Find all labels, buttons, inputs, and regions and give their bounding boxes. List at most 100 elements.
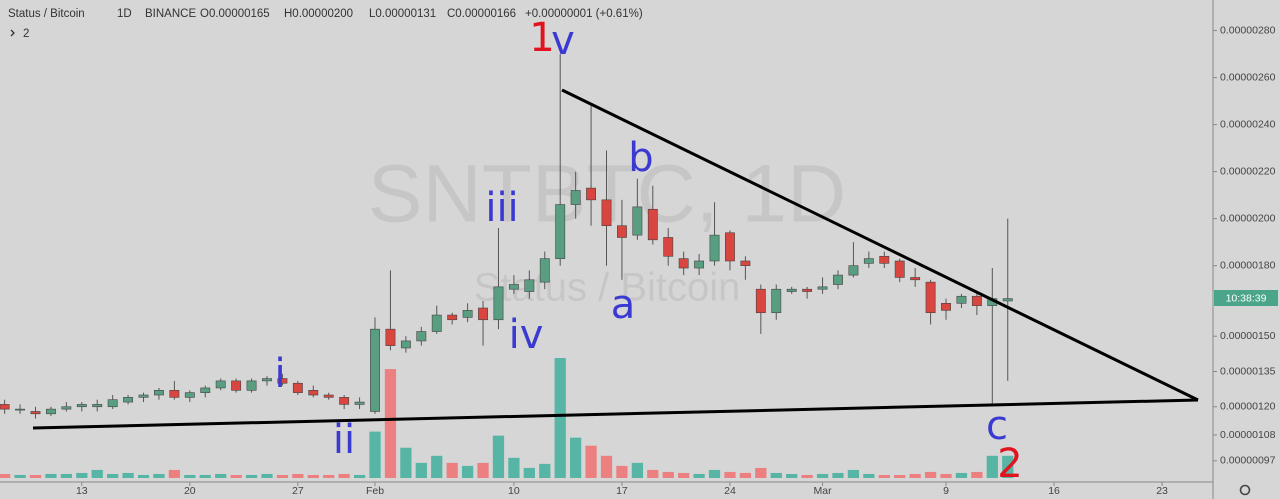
wave-label: iii <box>485 185 518 231</box>
candle-body <box>802 288 813 292</box>
volume-bar <box>76 472 88 478</box>
candle-body <box>647 208 658 241</box>
candle-body <box>539 258 550 283</box>
volume-bar <box>924 471 937 478</box>
x-tick-label: 24 <box>724 485 736 497</box>
x-tick-label: Feb <box>366 485 384 497</box>
volume-bar <box>353 474 366 478</box>
volume-bar <box>693 473 705 478</box>
candle-body <box>956 295 967 304</box>
volume-bar <box>369 431 381 478</box>
wave-label: a <box>611 282 636 328</box>
candle-body <box>771 288 782 314</box>
y-tick-label: 0.00000135 <box>1220 365 1276 377</box>
candle-body <box>246 380 257 391</box>
candle-body <box>709 234 720 262</box>
candle-body <box>76 404 87 408</box>
indicator-toggle[interactable] <box>10 29 15 37</box>
wave-label: iv <box>509 312 544 358</box>
candle-body <box>138 394 149 398</box>
candle-body <box>617 225 627 238</box>
volume-bar <box>477 462 489 478</box>
candle-body <box>971 295 982 306</box>
y-tick-label: 0.00000260 <box>1220 71 1276 83</box>
candle-body <box>493 286 504 321</box>
volume-bar <box>739 472 752 478</box>
x-tick-label: 9 <box>943 485 949 497</box>
volume-bar <box>107 473 119 478</box>
candle-body <box>447 314 458 321</box>
candle-body <box>910 277 921 281</box>
candle-body <box>941 303 951 311</box>
candle-body <box>231 380 242 391</box>
candle-body <box>370 328 380 412</box>
volume-bar <box>878 474 890 478</box>
volume-bar <box>847 469 860 478</box>
volume-bar <box>894 474 906 478</box>
volume-bar <box>770 472 782 478</box>
candle-body <box>678 258 689 269</box>
candle-body <box>863 258 874 264</box>
wave-label: ii <box>333 417 355 463</box>
candle-body <box>508 284 519 290</box>
trendline <box>32 398 1199 430</box>
settings-icon[interactable] <box>1239 484 1251 496</box>
x-tick-label: 20 <box>184 485 196 497</box>
candle-body <box>601 199 612 227</box>
y-tick-label: 0.00000097 <box>1220 455 1276 467</box>
candle-body <box>431 314 442 332</box>
x-tick-label: 16 <box>1048 485 1060 497</box>
candle-body <box>786 288 797 292</box>
volume-bar <box>0 473 11 478</box>
volume-bar <box>801 474 813 478</box>
candle-body <box>555 204 566 259</box>
volume-bar <box>662 471 674 478</box>
candle-body <box>123 397 134 403</box>
volume-bar <box>184 474 196 478</box>
candle-body <box>570 190 581 205</box>
volume-bar <box>323 474 335 478</box>
y-tick-label: 0.00000200 <box>1220 212 1276 224</box>
x-tick-label: Mar <box>814 485 833 497</box>
candle-body <box>292 382 303 393</box>
volume-bar <box>446 462 458 478</box>
candle-body <box>416 331 427 342</box>
candle-body <box>524 279 535 292</box>
legend-low: L0.00000131 <box>369 8 436 20</box>
y-tick-label: 0.00000180 <box>1220 259 1276 271</box>
candle-body <box>45 408 56 415</box>
candle-body <box>879 255 890 264</box>
indicator-count: 2 <box>23 28 29 40</box>
candle-body <box>107 399 118 408</box>
candle-body <box>894 260 905 278</box>
candle-body <box>262 378 272 382</box>
candle-body <box>1002 298 1013 302</box>
volume-bar <box>986 455 998 478</box>
legend-change: +0.00000001 (+0.61%) <box>525 8 643 20</box>
volume-bar <box>832 472 844 478</box>
candle-body <box>725 232 735 262</box>
candle-body <box>15 408 25 411</box>
volume-bar <box>168 469 181 478</box>
volume-bar <box>261 473 273 478</box>
volume-bar <box>384 369 397 478</box>
volume-bar <box>539 463 551 478</box>
volume-bar <box>400 447 412 478</box>
candle-body <box>833 274 843 285</box>
wave-label: b <box>628 135 653 181</box>
candle-body <box>169 390 180 398</box>
volume-bar <box>678 472 690 478</box>
volume-bar <box>492 435 505 478</box>
volume-bar <box>955 472 968 478</box>
candle-body <box>323 394 334 398</box>
candle-body <box>462 310 473 318</box>
candle-body <box>400 340 411 349</box>
volume-bar <box>971 471 983 478</box>
candle-body <box>30 411 41 415</box>
volume-bar <box>276 474 289 478</box>
volume-bar <box>755 467 767 478</box>
candle-body <box>184 392 195 398</box>
symbol-title: Status / Bitcoin <box>8 8 85 20</box>
trendline <box>561 88 1199 402</box>
volume-bar <box>647 469 659 478</box>
